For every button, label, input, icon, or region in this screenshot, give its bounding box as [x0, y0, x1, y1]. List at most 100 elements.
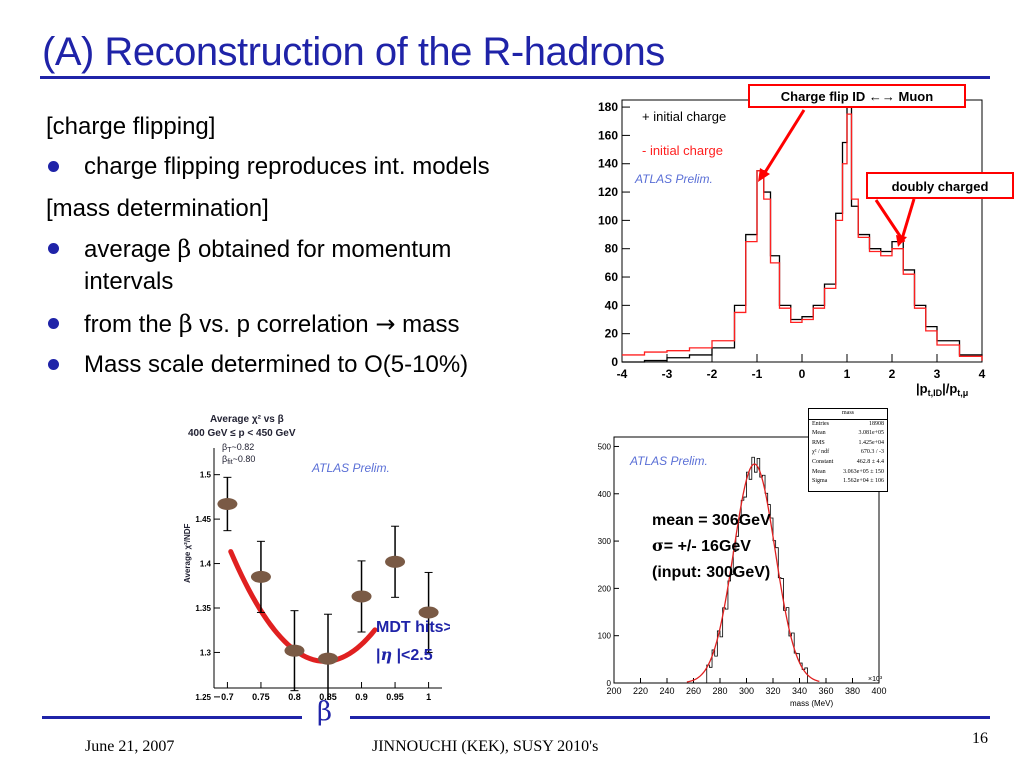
slide-title: (A) Reconstruction of the R-hadrons	[42, 30, 665, 74]
annotation-mean: mean = 306GeV	[652, 512, 771, 529]
y-tick-label: 0	[607, 679, 612, 688]
y-tick-label: 400	[598, 490, 612, 499]
footer-center: JINNOUCHI (KEK), SUSY 2010's	[372, 738, 599, 755]
x-tick-label: 0.9	[355, 692, 368, 700]
xlabel-sub: t,μ	[957, 388, 968, 398]
bullet-average-beta: average β obtained for momentum	[84, 235, 451, 264]
bullet-dot-icon	[48, 161, 59, 172]
stats-key: Entries	[812, 420, 829, 427]
data-point	[318, 652, 338, 665]
annotation-input: (input: 300GeV)	[652, 564, 770, 581]
beta-axis-label: β	[317, 697, 333, 727]
y-tick-label: 1.35	[195, 604, 211, 613]
heading-mass-determination: [mass determination]	[46, 195, 269, 222]
bullet-average-beta-cont: intervals	[84, 268, 174, 295]
bullet-dot-icon	[48, 318, 59, 329]
y-tick-label: 200	[598, 584, 612, 593]
y-tick-label: 120	[598, 185, 618, 199]
watermark: ATLAS Prelim.	[629, 454, 708, 468]
gaussian-curve	[686, 463, 820, 683]
bullet-dot-icon	[48, 243, 59, 254]
stats-row: Constant 462.8 ± 4.4	[809, 458, 887, 468]
watermark: ATLAS Prelim.	[311, 461, 390, 475]
x-tick-label: -2	[707, 367, 718, 381]
y-tick-label: 300	[598, 537, 612, 546]
x-tick-label: 340	[792, 686, 807, 696]
arrow-line	[762, 109, 806, 175]
stats-key: Constant	[812, 458, 834, 465]
x-tick-label: 240	[659, 686, 674, 696]
stats-row: Mean 3.063e+05 ± 150	[809, 468, 887, 478]
text: |<2.5	[392, 647, 433, 664]
x-tick-label: 220	[633, 686, 648, 696]
y-tick-label: 80	[605, 242, 619, 256]
stats-title: mass	[809, 409, 887, 420]
stats-value: 462.8 ± 4.4	[856, 458, 884, 465]
xlabel-part: |p	[916, 381, 928, 396]
text: vs. p correlation	[192, 311, 376, 338]
x-tick-label: 0	[799, 367, 806, 381]
x-axis-exponent: ×10³	[868, 676, 883, 683]
x-tick-label: 300	[739, 686, 754, 696]
x-tick-label: 280	[712, 686, 727, 696]
arrow-head-icon	[758, 168, 770, 182]
stats-value: 18908	[869, 420, 884, 427]
stats-box: mass Entries 18908 Mean 3.081e+05 RMS 1.425e+…	[808, 408, 888, 492]
y-tick-label: 180	[598, 100, 618, 114]
beta-sym: β	[222, 442, 227, 452]
y-tick-label: 1.3	[200, 648, 212, 657]
arrow-right-icon: →	[375, 310, 396, 338]
xlabel-sub: t,ID	[928, 388, 943, 398]
page-number: 16	[972, 730, 988, 747]
arrow-line	[900, 198, 916, 240]
x-tick-label: 2	[889, 367, 896, 381]
bullet-beta-vs-p: from the β vs. p correlation → mass	[84, 310, 459, 339]
annotation-arrow-doubly	[896, 198, 916, 247]
y-tick-label: 160	[598, 128, 618, 142]
y-tick-label: 60	[605, 270, 619, 284]
val: ~0.80	[233, 454, 256, 464]
y-tick-label: 1.45	[195, 515, 211, 524]
beta-symbol: β	[178, 310, 193, 338]
bullet-dot-icon	[48, 359, 59, 370]
y-tick-label: 1.5	[200, 471, 212, 480]
fit-curve	[228, 549, 378, 664]
text: mass	[395, 311, 460, 338]
fit-curve-line	[228, 549, 378, 664]
data-points	[217, 476, 439, 700]
stats-row: Mean 3.081e+05	[809, 429, 887, 439]
x-tick-label: 380	[845, 686, 860, 696]
stats-key: χ² / ndf	[812, 449, 830, 456]
x-tick-label: 320	[765, 686, 780, 696]
annotation-charge-flip-id: Charge flip ID ←→ Muon	[748, 84, 966, 108]
x-tick-label: 200	[606, 686, 621, 696]
series-group	[622, 106, 983, 363]
beta-symbol: β	[177, 235, 192, 263]
x-tick-label: 1	[844, 367, 851, 381]
data-point	[250, 570, 271, 583]
x-tick-label: 1	[426, 692, 431, 700]
gaussian-fit	[686, 463, 820, 683]
heading-charge-flipping: [charge flipping]	[46, 113, 216, 140]
beta-sym: β	[222, 454, 227, 464]
text: obtained for momentum	[191, 236, 452, 263]
footer-rule-right	[350, 716, 990, 719]
x-tick-label: -4	[617, 367, 628, 381]
x-tick-label: 260	[686, 686, 701, 696]
y-axis: 0 20 40 60 80 100 120 140 160 180	[598, 100, 630, 369]
stats-value: 670.3 / -3	[860, 449, 884, 456]
axes-ticks: 0 100 200 300 400 500 200 220 240 260 280 300 320 340…	[598, 442, 887, 696]
text: average	[84, 236, 178, 263]
x-axis-label: mass (MeV)	[790, 699, 833, 708]
x-tick-label: -1	[752, 367, 763, 381]
stats-value: 1.562e+04 ± 106	[843, 478, 884, 485]
plot-bg	[180, 408, 450, 700]
footer-date: June 21, 2007	[85, 738, 175, 755]
plot-subtitle: 400 GeV ≤ p < 450 GeV	[188, 428, 296, 439]
x-tick-label: 360	[818, 686, 833, 696]
text: = +/- 16GeV	[664, 538, 751, 555]
charge-flip-histogram: 0 20 40 60 80 100 120 140 160 180 -4 -3 -2 -1 0 1 2 3 4 +…	[598, 99, 986, 398]
sub: T	[227, 447, 232, 454]
footer-rule-left	[42, 716, 302, 719]
y-tick-label: 20	[605, 327, 619, 341]
